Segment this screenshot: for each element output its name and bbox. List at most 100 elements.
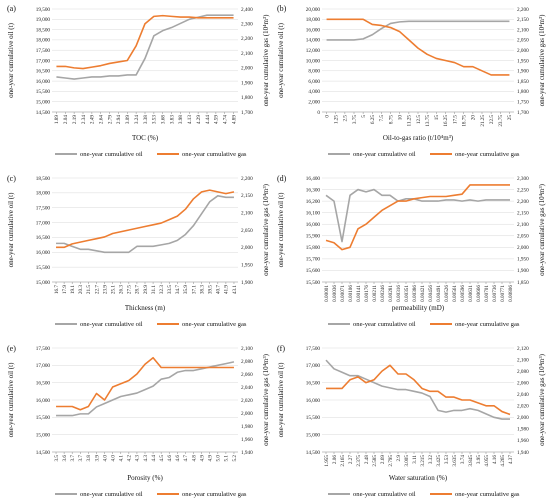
x-tick-label: 19.1 <box>70 285 76 294</box>
x-tick-label: 13.75 <box>425 115 431 127</box>
y-right-tick-label: 2,150 <box>517 210 529 216</box>
x-tick-label: 3.95 <box>476 455 482 464</box>
y-right-tick-label: 2,000 <box>241 66 253 72</box>
y-right-tick-label: 1,960 <box>241 437 253 443</box>
x-tick-label: 32.3 <box>159 285 165 294</box>
x-tick-label: 40.7 <box>216 285 222 294</box>
x-axis-title: Oil-to-gas ratio (t/10⁴m³) <box>383 134 454 142</box>
y-right-tick-label: 2,000 <box>241 245 253 251</box>
x-tick-label: 5.1 <box>224 455 230 462</box>
y-left-tick-label: 15,700 <box>306 257 321 263</box>
x-tick-label: 3.215 <box>420 455 426 467</box>
x-tick-label: 0.00351 <box>404 285 410 302</box>
y-left-tick-label: 16,500 <box>36 235 51 241</box>
legend-oil-label: one-year cumulative oil <box>80 491 143 498</box>
x-tick-label: 4.9 <box>199 455 205 462</box>
x-tick-label: 2.27 <box>348 455 354 464</box>
x-tick-label: 4.59 <box>214 115 220 124</box>
gas-series-line <box>56 189 235 249</box>
x-tick-label: 11.25 <box>407 115 413 127</box>
panel-label: (a) <box>7 4 16 13</box>
y-left-tick-label: 17,500 <box>36 346 51 352</box>
y-right-tick-label: 1,950 <box>517 257 529 263</box>
x-tick-label: 4.055 <box>484 455 490 467</box>
x-tick-label: 0.00001 <box>324 285 330 302</box>
x-tick-label: 4.3 <box>143 455 149 462</box>
x-tick-label: 21.25 <box>480 115 486 127</box>
legend-gas-label: one-year cumulative gas <box>182 491 247 498</box>
x-tick-label: 6.25 <box>370 115 376 124</box>
y-right-tick-label: 2,000 <box>517 415 529 421</box>
x-axis-title: Water saturation (%) <box>389 474 448 482</box>
y-right-tick-label: 2,080 <box>517 369 529 375</box>
x-tick-label: 0.00526 <box>444 285 450 302</box>
x-tick-label: 4.74 <box>223 115 229 124</box>
x-tick-label: 5.0 <box>216 455 222 462</box>
y-right-axis-title: one-year cumulative gas (10⁴m³) <box>262 14 270 106</box>
y-right-tick-label: 2,020 <box>517 404 529 410</box>
y-right-tick-label: 2,100 <box>241 346 253 352</box>
y-left-tick-label: 0 <box>317 110 320 116</box>
x-tick-label: 31.1 <box>151 285 157 294</box>
y-right-tick-label: 1,940 <box>517 450 529 456</box>
x-tick-label: 0.00596 <box>460 285 466 302</box>
x-tick-label: 20.3 <box>78 285 84 294</box>
y-right-tick-label: 2,060 <box>517 380 529 386</box>
y-left-tick-label: 16,000 <box>306 398 321 404</box>
x-tick-label: 0.00666 <box>476 285 482 302</box>
x-tick-label: 4.44 <box>205 115 211 124</box>
x-tick-label: 4.5 <box>159 455 165 462</box>
y-right-tick-label: 2,000 <box>241 411 253 417</box>
y-left-tick-label: 4,000 <box>308 89 320 95</box>
y-left-tick-label: 15,600 <box>306 268 321 274</box>
x-axis-title: Porosity (%) <box>127 474 163 482</box>
y-right-tick-label: 2,100 <box>517 27 529 33</box>
x-tick-label: 39.5 <box>207 285 213 294</box>
y-right-tick-label: 1,750 <box>517 100 529 106</box>
y-left-tick-label: 15,500 <box>306 280 321 286</box>
x-tick-label: 4.6 <box>167 455 173 462</box>
y-left-tick-label: 8,000 <box>308 69 320 75</box>
x-tick-label: 15 <box>434 115 440 121</box>
x-tick-label: 2.69 <box>380 455 386 464</box>
y-right-axis-title: one-year cumulative gas (10⁴m³) <box>538 14 546 106</box>
y-left-tick-label: 18,000 <box>36 191 51 197</box>
y-left-tick-label: 19,500 <box>36 7 51 13</box>
y-left-axis-title: one-year cumulative oil (t) <box>7 362 15 437</box>
chart-panel-2: (b) 0 2,000 4,000 6,000 8,000 10,000 12,000 14,0… <box>277 4 546 158</box>
x-tick-label: 16.25 <box>443 115 449 127</box>
x-tick-label: 2.04 <box>63 115 69 124</box>
x-tick-label: 2.49 <box>90 115 96 124</box>
oil-series-line <box>56 361 235 417</box>
oil-series-line <box>325 188 510 243</box>
x-tick-label: 2.795 <box>388 455 394 467</box>
y-right-tick-label: 2,200 <box>517 7 529 13</box>
x-tick-label: 16.7 <box>54 285 60 294</box>
y-left-tick-label: 15,500 <box>306 415 321 421</box>
x-tick-label: 17.9 <box>62 285 68 294</box>
x-tick-label: 3.5 <box>54 455 60 462</box>
x-tick-label: 2.06 <box>332 455 338 464</box>
x-tick-label: 1.89 <box>54 115 60 124</box>
y-left-tick-label: 16,000 <box>36 79 51 85</box>
x-tick-label: 21.5 <box>86 285 92 294</box>
y-right-tick-label: 1,800 <box>517 89 529 95</box>
oil-series-line <box>326 20 510 41</box>
x-tick-label: 2.375 <box>356 455 362 467</box>
y-right-tick-label: 2,050 <box>517 234 529 240</box>
x-tick-label: 3.24 <box>134 115 140 124</box>
x-tick-label: 4.0 <box>102 455 108 462</box>
x-tick-label: 0.00246 <box>380 285 386 302</box>
x-tick-label: 4.6 <box>175 455 181 462</box>
y-left-tick-label: 17,500 <box>306 346 321 352</box>
x-tick-label: 3.09 <box>125 115 131 124</box>
y-right-tick-label: 2,100 <box>517 357 529 363</box>
y-right-tick-label: 1,700 <box>517 110 529 116</box>
y-left-tick-label: 17,000 <box>36 58 51 64</box>
gas-series-line <box>326 364 511 416</box>
y-left-axis-title: one-year cumulative oil (t) <box>7 22 15 97</box>
x-tick-label: 0.00456 <box>428 285 434 302</box>
x-tick-label: 23.9 <box>102 285 108 294</box>
y-left-tick-label: 18,000 <box>36 38 51 44</box>
